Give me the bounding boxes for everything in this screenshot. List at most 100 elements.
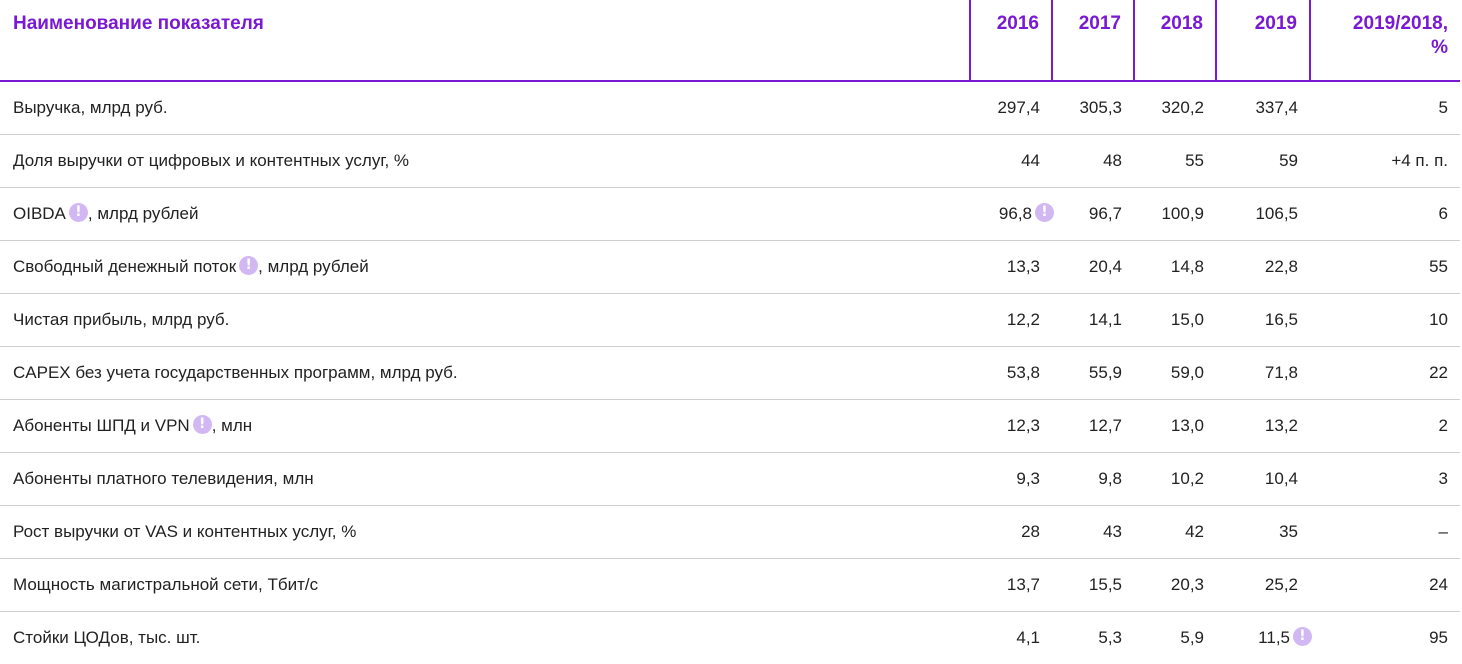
value-change: +4 п. п. — [1310, 134, 1460, 188]
value-text: 14,8 — [1170, 256, 1204, 276]
value-text: 96,7 — [1088, 203, 1122, 223]
value-2019: 11,5! — [1216, 611, 1312, 664]
indicator-name-unit: , млрд рублей — [258, 257, 369, 276]
value-2017: 14,1 — [1052, 293, 1134, 347]
value-text: 55,9 — [1088, 362, 1122, 382]
header-year-2019: 2019 — [1215, 0, 1310, 82]
header-change: 2019/2018, % — [1309, 0, 1460, 82]
table-header-row: Наименование показателя 2016 2017 2018 2… — [0, 0, 1460, 82]
value-2017: 12,7 — [1052, 399, 1134, 453]
table-row: Чистая прибыль, млрд руб. 12,2 14,1 15,0 16,… — [0, 293, 1460, 347]
header-indicator: Наименование показателя — [0, 0, 970, 82]
value-text: 15,0 — [1170, 309, 1204, 329]
value-text: 20,4 — [1088, 256, 1122, 276]
value-2017: 15,5 — [1052, 558, 1134, 612]
indicator-name-unit: , млрд рублей — [87, 204, 199, 223]
exclamation-circle-icon[interactable]: ! — [1293, 627, 1312, 647]
value-text: 20,3 — [1170, 574, 1204, 594]
table-body: Выручка, млрд руб. 297,4 305,3 320,2 337,4 5 Д… — [0, 81, 1460, 664]
value-2019: 10,4 — [1216, 452, 1310, 506]
value-2018: 13,0 — [1134, 399, 1216, 453]
indicator-name-text: Выручка, млрд руб. — [13, 97, 168, 117]
indicator-name-text: Чистая прибыль, млрд руб. — [13, 309, 230, 329]
value-2019: 71,8 — [1216, 346, 1310, 400]
value-2017: 9,8 — [1052, 452, 1134, 506]
value-2017: 305,3 — [1052, 81, 1134, 135]
table-row: CAPEX без учета государственных программ… — [0, 346, 1460, 400]
value-2017: 48 — [1052, 134, 1134, 188]
value-change: 95 — [1429, 627, 1448, 647]
header-year-2017: 2017 — [1051, 0, 1134, 82]
value-2016: 96,8! — [970, 187, 1054, 241]
indicator-name-unit: , млн — [211, 416, 253, 435]
value-2019: 16,5 — [1216, 293, 1310, 347]
value-change: 22 — [1310, 346, 1460, 400]
value-text: 43 — [1103, 521, 1122, 541]
value-2018: 5,9 — [1134, 611, 1216, 664]
value-text: 48 — [1103, 150, 1122, 170]
table-row: Мощность магистральной сети, Тбит/с 13,7 1… — [0, 558, 1460, 612]
value-2018: 320,2 — [1134, 81, 1216, 135]
value-text: 297,4 — [997, 97, 1040, 117]
value-text: 42 — [1185, 521, 1204, 541]
table-row: Рост выручки от VAS и контентных услуг, … — [0, 505, 1460, 559]
indicator-name: Абоненты ШПД и VPN!, млн — [0, 399, 970, 453]
indicator-name-text: Свободный денежный поток — [13, 257, 237, 276]
value-text: 71,8 — [1264, 362, 1298, 382]
value-text: 25,2 — [1264, 574, 1298, 594]
value-text: 9,3 — [1016, 468, 1040, 488]
exclamation-circle-icon[interactable]: ! — [192, 415, 212, 434]
value-text: 96,8 — [998, 204, 1032, 223]
value-2018: 14,8 — [1134, 240, 1216, 294]
value-text: 10,2 — [1170, 468, 1204, 488]
indicator-name: Мощность магистральной сети, Тбит/с — [0, 558, 970, 612]
value-text: 5,9 — [1180, 627, 1204, 647]
value-text: 100,9 — [1161, 203, 1204, 223]
value-text: 13,2 — [1264, 415, 1298, 435]
value-text: 13,7 — [1006, 574, 1040, 594]
value-text: 16,5 — [1264, 309, 1298, 329]
value-change: 3 — [1310, 452, 1460, 506]
indicator-name: Абоненты платного телевидения, млн — [0, 452, 970, 506]
value-text: 13,3 — [1006, 256, 1040, 276]
value-text: 22,8 — [1264, 256, 1298, 276]
value-2017: 55,9 — [1052, 346, 1134, 400]
indicator-name: Рост выручки от VAS и контентных услуг, … — [0, 505, 970, 559]
value-2018: 100,9 — [1134, 187, 1216, 241]
value-change: 6 — [1310, 187, 1460, 241]
indicator-name: Чистая прибыль, млрд руб. — [0, 293, 970, 347]
value-change: 10 — [1310, 293, 1460, 347]
value-2018: 42 — [1134, 505, 1216, 559]
header-change-line1: 2019/2018, — [1352, 13, 1448, 34]
value-text: 12,7 — [1088, 415, 1122, 435]
value-text: 55 — [1185, 150, 1204, 170]
value-text: 15,5 — [1088, 574, 1122, 594]
value-text: 5,3 — [1098, 627, 1122, 647]
exclamation-circle-icon[interactable]: ! — [68, 203, 88, 222]
table-row: OIBDA!, млрд рублей 96,8! 96,7 100,9 106,5 6 — [0, 187, 1460, 241]
value-2016: 53,8 — [970, 346, 1052, 400]
value-2017: 43 — [1052, 505, 1134, 559]
indicator-name-text: Мощность магистральной сети, Тбит/с — [13, 574, 319, 594]
exclamation-circle-icon[interactable]: ! — [1035, 203, 1054, 222]
value-2018: 10,2 — [1134, 452, 1216, 506]
table-row: Свободный денежный поток!, млрд рублей 13… — [0, 240, 1460, 294]
indicator-name: CAPEX без учета государственных программ… — [0, 346, 970, 400]
exclamation-circle-icon[interactable]: ! — [239, 256, 259, 275]
value-text: 337,4 — [1255, 97, 1298, 117]
indicator-name: Стойки ЦОДов, тыс. шт. — [0, 611, 970, 664]
value-text: 9,8 — [1098, 468, 1122, 488]
indicator-name-text: OIBDA — [13, 204, 66, 223]
value-2019: 106,5 — [1216, 187, 1310, 241]
table-row: Доля выручки от цифровых и контентных ус… — [0, 134, 1460, 188]
value-change: 24 — [1310, 558, 1460, 612]
value-change: 5 — [1310, 81, 1460, 135]
indicator-name-text: Доля выручки от цифровых и контентных ус… — [13, 150, 410, 170]
header-change-line2: % — [1431, 37, 1448, 58]
table-row: Абоненты ШПД и VPN!, млн 12,3 12,7 13,0 13,2… — [0, 399, 1460, 453]
value-2018: 55 — [1134, 134, 1216, 188]
value-2017: 20,4 — [1052, 240, 1134, 294]
header-year-2016: 2016 — [969, 0, 1052, 82]
value-text: 14,1 — [1088, 309, 1122, 329]
